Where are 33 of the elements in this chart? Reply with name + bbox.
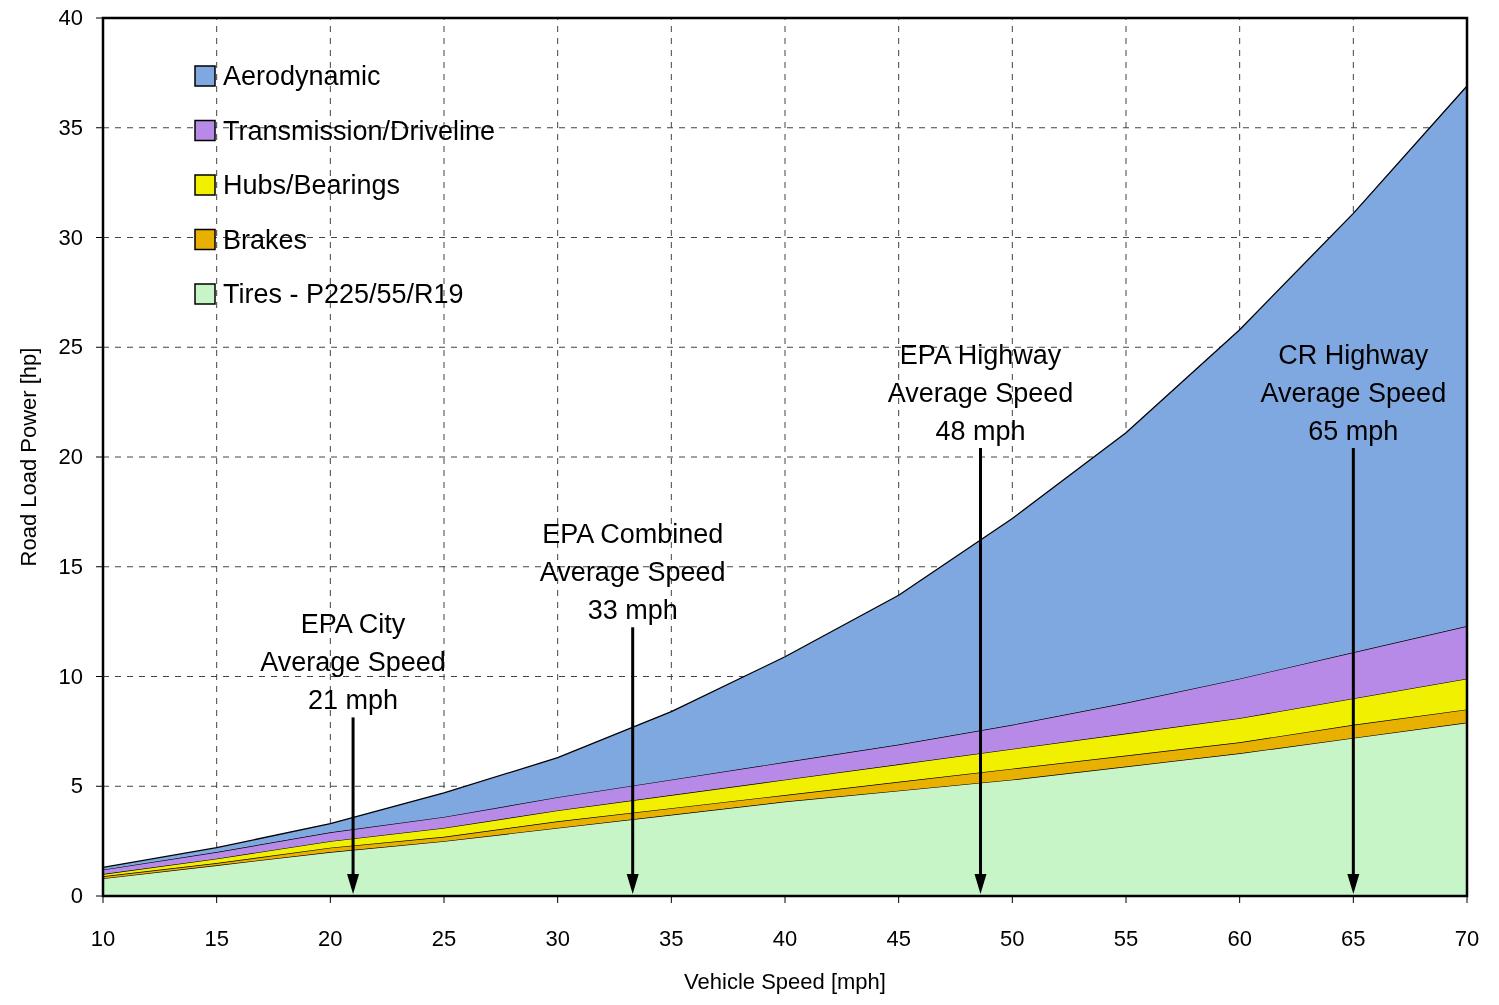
ref-line-label: EPA City Average Speed 21 mph bbox=[260, 609, 446, 716]
x-tick-label: 30 bbox=[545, 926, 570, 951]
y-tick-label: 10 bbox=[58, 663, 83, 689]
x-axis-title: Vehicle Speed [mph] bbox=[684, 969, 886, 994]
ref-line-label: EPA Highway Average Speed 48 mph bbox=[887, 340, 1074, 446]
legend-label: Transmission/Driveline bbox=[223, 115, 496, 146]
x-tick-label: 40 bbox=[772, 926, 798, 951]
x-tick-label: 70 bbox=[1454, 926, 1480, 951]
x-tick-label: 50 bbox=[1000, 926, 1025, 951]
x-tick-label: 55 bbox=[1113, 926, 1139, 951]
y-tick-label: 25 bbox=[58, 334, 83, 360]
x-tick-label: 15 bbox=[204, 926, 229, 951]
ref-line-label: CR Highway Average Speed 65 mph bbox=[1260, 340, 1447, 446]
y-tick-label: 5 bbox=[70, 773, 83, 799]
x-tick-label: 25 bbox=[431, 926, 457, 951]
y-tick-label: 15 bbox=[58, 553, 83, 579]
ref-line-label: EPA Combined Average Speed 33 mph bbox=[539, 519, 726, 626]
x-tick-label: 35 bbox=[659, 926, 684, 951]
x-tick-label: 20 bbox=[318, 926, 343, 951]
y-tick-label: 40 bbox=[58, 5, 83, 30]
x-tick-label: 65 bbox=[1341, 926, 1366, 951]
y-tick-label: 0 bbox=[70, 883, 83, 908]
y-tick-label: 30 bbox=[58, 224, 83, 250]
legend-label: Hubs/Bearings bbox=[223, 170, 401, 200]
legend-label: Aerodynamic bbox=[223, 61, 381, 91]
x-tick-label: 10 bbox=[90, 926, 116, 951]
legend-label: Tires - P225/55/R19 bbox=[223, 279, 464, 309]
y-axis-title: Road Load Power [hp] bbox=[16, 347, 41, 567]
y-tick-label: 35 bbox=[58, 114, 83, 140]
x-tick-label: 45 bbox=[886, 926, 911, 951]
legend-label: Brakes bbox=[223, 224, 308, 255]
y-tick-label: 20 bbox=[58, 444, 83, 469]
x-tick-label: 60 bbox=[1227, 926, 1252, 951]
